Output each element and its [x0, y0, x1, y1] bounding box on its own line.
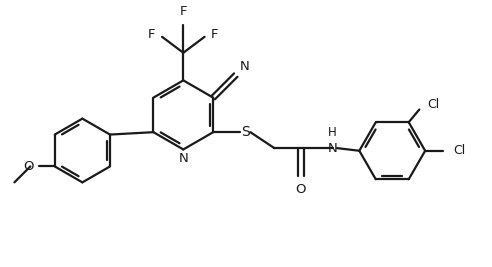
Text: O: O [24, 160, 34, 173]
Text: N: N [240, 60, 249, 73]
Text: H: H [328, 126, 337, 139]
Text: N: N [179, 152, 188, 165]
Text: O: O [296, 183, 306, 196]
Text: S: S [241, 125, 249, 139]
Text: Cl: Cl [453, 144, 465, 157]
Text: F: F [148, 28, 155, 41]
Text: F: F [211, 28, 218, 41]
Text: Cl: Cl [427, 98, 439, 111]
Text: N: N [328, 142, 338, 155]
Text: F: F [180, 5, 187, 18]
